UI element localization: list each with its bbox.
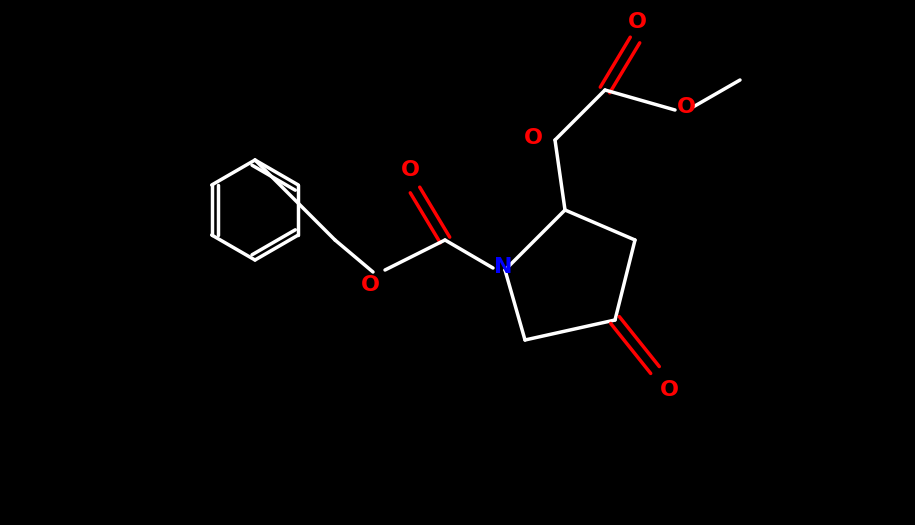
- Text: O: O: [401, 160, 419, 180]
- Text: O: O: [628, 12, 647, 32]
- Text: O: O: [361, 275, 380, 295]
- Text: O: O: [660, 380, 679, 400]
- Text: O: O: [524, 128, 543, 148]
- Text: O: O: [677, 97, 696, 117]
- Text: N: N: [494, 257, 512, 277]
